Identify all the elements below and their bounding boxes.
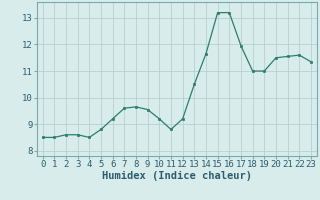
- X-axis label: Humidex (Indice chaleur): Humidex (Indice chaleur): [102, 171, 252, 181]
